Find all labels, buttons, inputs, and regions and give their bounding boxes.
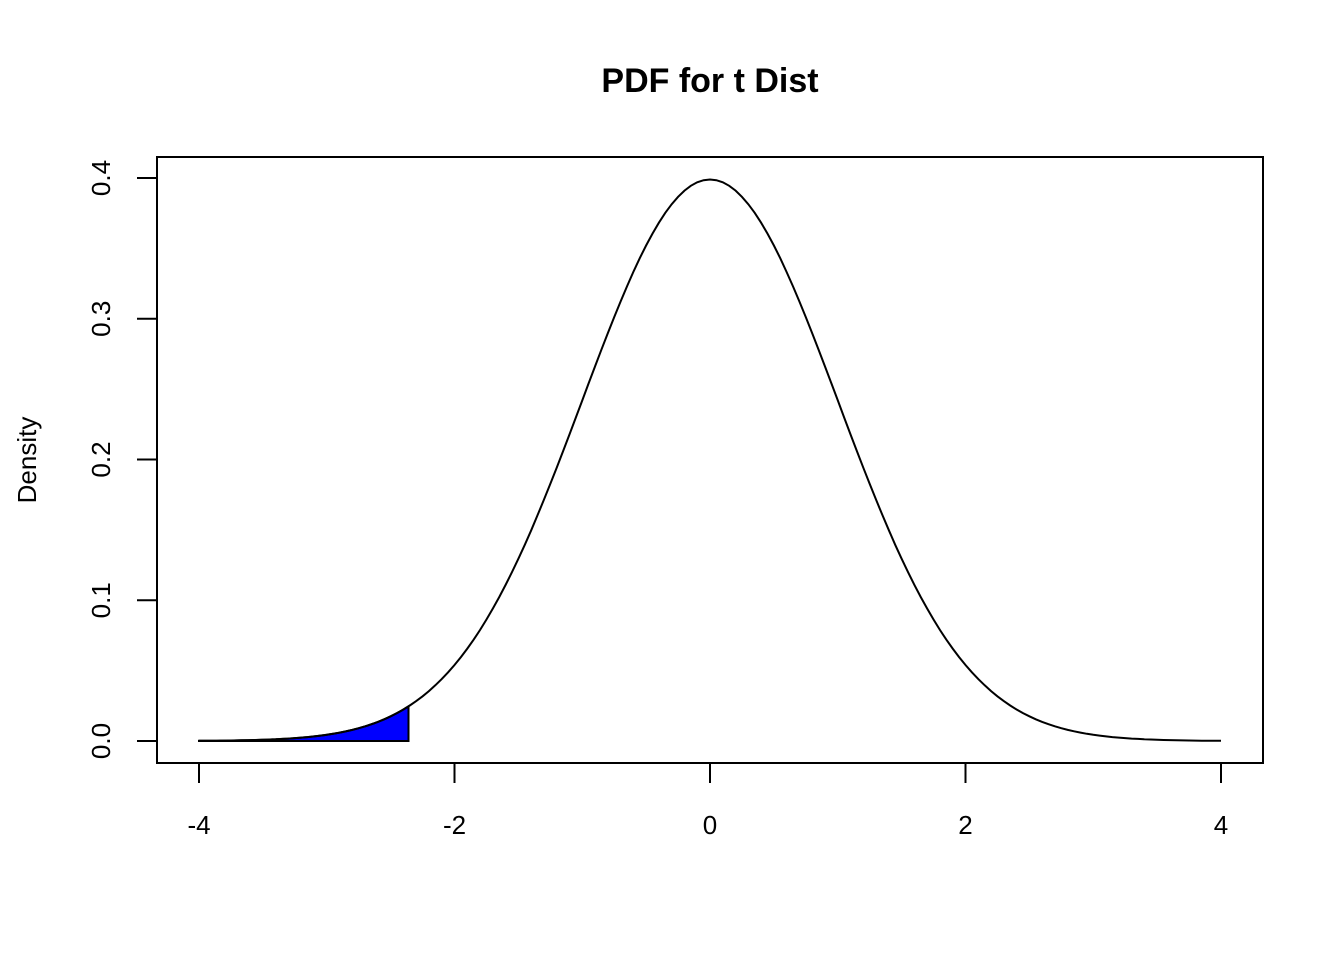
- x-tick-label: -4: [187, 810, 210, 840]
- y-tick-label: 0.1: [86, 582, 116, 618]
- shaded-tail-region: [198, 704, 410, 742]
- shaded-polygon: [198, 704, 410, 742]
- x-tick-label: -2: [443, 810, 466, 840]
- y-axis-label: Density: [12, 417, 42, 504]
- x-tick-label: 2: [958, 810, 972, 840]
- x-axis: -4 -2 0 2 4: [187, 762, 1228, 840]
- y-axis: 0.0 0.1 0.2 0.3 0.4: [86, 160, 158, 759]
- density-line: [199, 178, 1221, 742]
- y-tick-label: 0.2: [86, 441, 116, 477]
- y-tick-label: 0.0: [86, 723, 116, 759]
- x-tick-label: 0: [703, 810, 717, 840]
- x-tick-label: 4: [1214, 810, 1228, 840]
- density-curve: [199, 178, 1221, 742]
- plot-frame: [156, 156, 1264, 764]
- chart-title: PDF for t Dist: [601, 62, 818, 100]
- y-tick-label: 0.4: [86, 160, 116, 196]
- y-tick-label: 0.3: [86, 301, 116, 337]
